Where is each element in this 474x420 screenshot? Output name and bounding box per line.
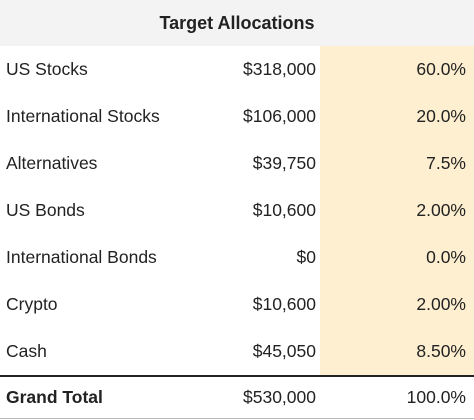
category-cell[interactable]: Cash xyxy=(6,341,47,361)
percent-cell[interactable]: 7.5% xyxy=(320,140,474,187)
amount-cell[interactable]: $10,600 xyxy=(252,294,316,314)
total-row: Grand Total $530,000 100.0% xyxy=(0,375,474,419)
amount-cell[interactable]: $106,000 xyxy=(243,106,316,126)
amount-cell[interactable]: $0 xyxy=(296,247,316,267)
category-cell[interactable]: US Bonds xyxy=(6,200,85,220)
category-cell[interactable]: Grand Total xyxy=(6,387,103,407)
amount-cell[interactable]: $39,750 xyxy=(252,153,316,173)
table-row: US Bonds $10,600 2.00% xyxy=(0,187,474,234)
amount-cell[interactable]: $45,050 xyxy=(252,341,316,361)
amount-cell[interactable]: $10,600 xyxy=(252,200,316,220)
category-cell[interactable]: Crypto xyxy=(6,294,58,314)
category-cell[interactable]: Alternatives xyxy=(6,153,98,173)
table-title: Target Allocations xyxy=(0,0,474,46)
percent-cell[interactable]: 8.50% xyxy=(320,328,474,375)
percent-cell[interactable]: 2.00% xyxy=(320,187,474,234)
table-row: International Bonds $0 0.0% xyxy=(0,234,474,281)
table-row: Cash $45,050 8.50% xyxy=(0,328,474,375)
percent-cell[interactable]: 100.0% xyxy=(320,377,474,418)
table-row: International Stocks $106,000 20.0% xyxy=(0,93,474,140)
category-cell[interactable]: International Stocks xyxy=(6,106,160,126)
percent-cell[interactable]: 60.0% xyxy=(320,46,474,93)
percent-cell[interactable]: 2.00% xyxy=(320,281,474,328)
category-cell[interactable]: US Stocks xyxy=(6,59,88,79)
table-row: Crypto $10,600 2.00% xyxy=(0,281,474,328)
percent-cell[interactable]: 0.0% xyxy=(320,234,474,281)
table-row: Alternatives $39,750 7.5% xyxy=(0,140,474,187)
amount-cell[interactable]: $530,000 xyxy=(243,387,316,407)
category-cell[interactable]: International Bonds xyxy=(6,247,157,267)
percent-cell[interactable]: 20.0% xyxy=(320,93,474,140)
amount-cell[interactable]: $318,000 xyxy=(243,59,316,79)
table-row: US Stocks $318,000 60.0% xyxy=(0,46,474,93)
